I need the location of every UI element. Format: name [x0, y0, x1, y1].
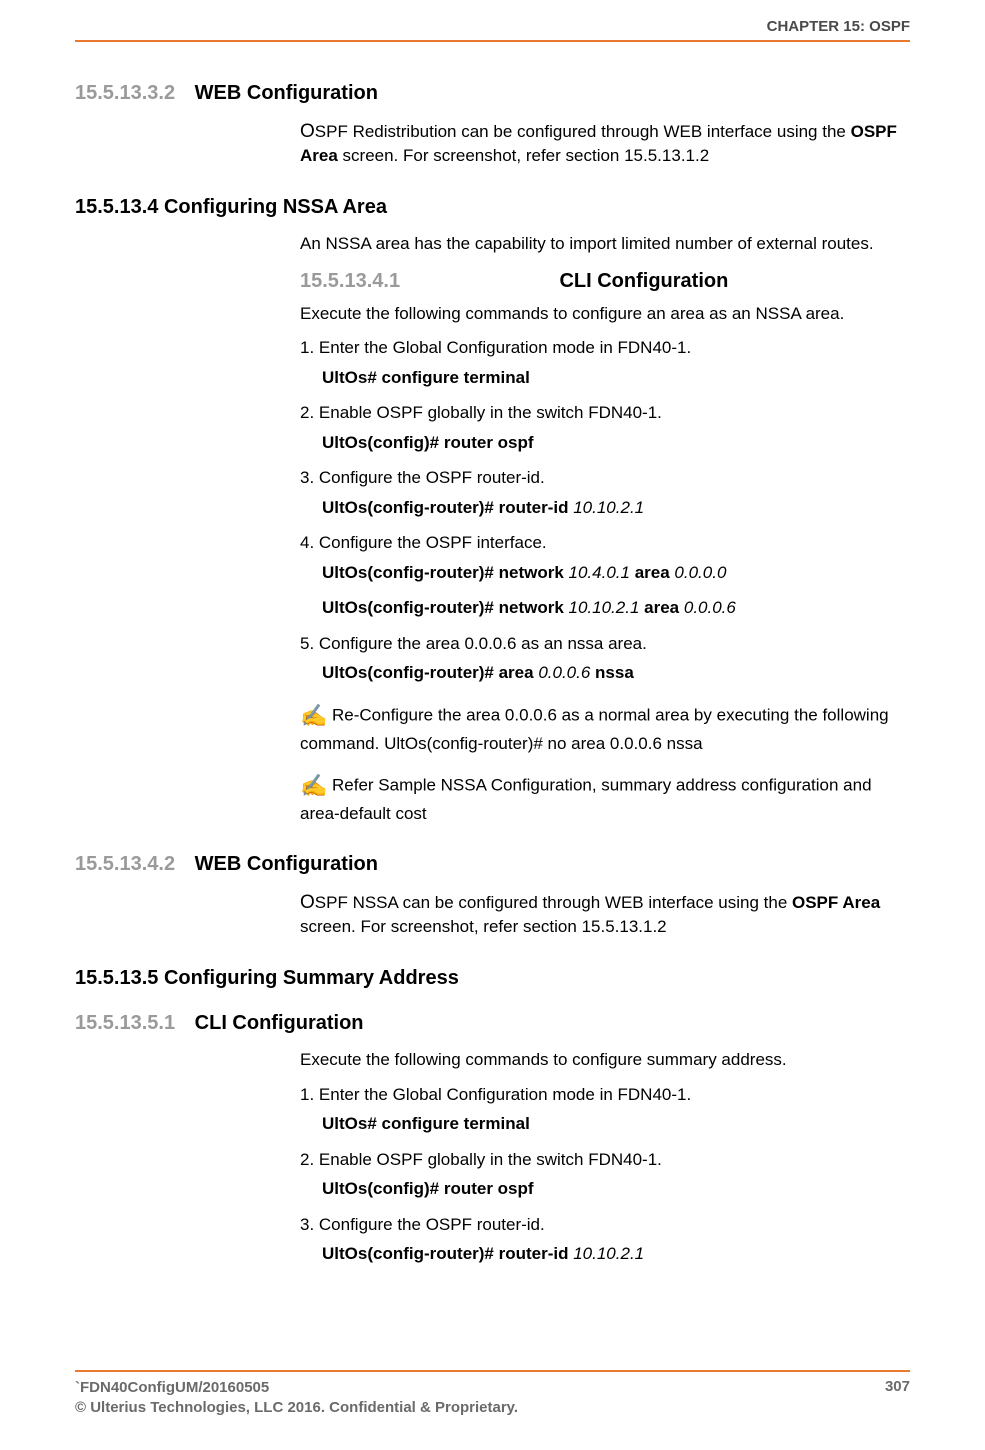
section-title: CLI Configuration	[559, 270, 728, 292]
command: UltOs(config-router)# area 0.0.0.6 nssa	[322, 660, 910, 686]
note: ✍Re-Configure the area 0.0.0.6 as a norm…	[300, 700, 910, 757]
section-number: 15.5.13.5.1	[75, 1012, 175, 1034]
step-text: 5. Configure the area 0.0.0.6 as an nssa…	[300, 631, 910, 657]
body-15-5-13-5-1: Execute the following commands to config…	[300, 1049, 910, 1267]
step-text: 1. Enter the Global Configuration mode i…	[300, 1082, 910, 1108]
paragraph: Execute the following commands to config…	[300, 303, 910, 326]
body-15-5-13-4-2: OSPF NSSA can be configured through WEB …	[300, 890, 910, 939]
heading-15-5-13-5: 15.5.13.5 Configuring Summary Address	[75, 967, 910, 990]
heading-15-5-13-4-1: 15.5.13.4.1 CLI Configuration	[300, 270, 910, 293]
section-number: 15.5.13.5	[75, 967, 158, 989]
section-title: WEB Configuration	[195, 853, 378, 875]
section-title: CLI Configuration	[195, 1012, 364, 1034]
heading-15-5-13-4: 15.5.13.4 Configuring NSSA Area	[75, 196, 910, 219]
text: SPF Redistribution can be configured thr…	[315, 122, 851, 141]
step-text: 3. Configure the OSPF router-id.	[300, 1212, 910, 1238]
command: UltOs(config-router)# router-id 10.10.2.…	[322, 495, 910, 521]
command: UltOs(config-router)# router-id 10.10.2.…	[322, 1241, 910, 1267]
notes-list: ✍Re-Configure the area 0.0.0.6 as a norm…	[300, 700, 910, 827]
section-title: Configuring Summary Address	[164, 967, 459, 989]
text: SPF NSSA can be configured through WEB i…	[315, 893, 792, 912]
note-text: Refer Sample NSSA Configuration, summary…	[300, 776, 872, 823]
paragraph: OSPF Redistribution can be configured th…	[300, 119, 910, 168]
page-footer: `FDN40ConfigUM/20160505 © Ulterius Techn…	[75, 1370, 910, 1419]
header-rule	[75, 40, 910, 42]
footer-row: `FDN40ConfigUM/20160505 © Ulterius Techn…	[75, 1378, 910, 1419]
note-icon: ✍	[300, 770, 332, 802]
section-title: Configuring NSSA Area	[164, 196, 387, 218]
body-15-5-13-4: An NSSA area has the capability to impor…	[300, 233, 910, 827]
lead-cap: O	[300, 121, 315, 142]
lead-cap: O	[300, 892, 315, 913]
paragraph: Execute the following commands to config…	[300, 1049, 910, 1072]
paragraph: An NSSA area has the capability to impor…	[300, 233, 910, 256]
page-header: CHAPTER 15: OSPF	[767, 18, 910, 35]
text-bold: OSPF Area	[792, 893, 880, 912]
footer-doc-id: `FDN40ConfigUM/20160505	[75, 1378, 518, 1398]
command: UltOs(config)# router ospf	[322, 1176, 910, 1202]
command: UltOs# configure terminal	[322, 1111, 910, 1137]
note: ✍Refer Sample NSSA Configuration, summar…	[300, 770, 910, 827]
step-text: 2. Enable OSPF globally in the switch FD…	[300, 1147, 910, 1173]
step-text: 4. Configure the OSPF interface.	[300, 530, 910, 556]
command: UltOs(config-router)# network 10.4.0.1 a…	[322, 560, 910, 586]
section-title: WEB Configuration	[195, 82, 378, 104]
heading-15-5-13-4-2: 15.5.13.4.2 WEB Configuration	[75, 853, 910, 876]
text: screen. For screenshot, refer section 15…	[338, 146, 709, 165]
footer-copyright: © Ulterius Technologies, LLC 2016. Confi…	[75, 1398, 518, 1418]
footer-left: `FDN40ConfigUM/20160505 © Ulterius Techn…	[75, 1378, 518, 1419]
heading-15-5-13-5-1: 15.5.13.5.1 CLI Configuration	[75, 1012, 910, 1035]
step-text: 3. Configure the OSPF router-id.	[300, 465, 910, 491]
paragraph: OSPF NSSA can be configured through WEB …	[300, 890, 910, 939]
heading-15-5-13-3-2: 15.5.13.3.2 WEB Configuration	[75, 82, 910, 105]
step-text: 2. Enable OSPF globally in the switch FD…	[300, 400, 910, 426]
note-icon: ✍	[300, 700, 332, 732]
footer-rule	[75, 1370, 910, 1372]
steps-list: 1. Enter the Global Configuration mode i…	[300, 335, 910, 686]
steps-list: 1. Enter the Global Configuration mode i…	[300, 1082, 910, 1267]
section-number: 15.5.13.4.2	[75, 853, 175, 875]
section-number: 15.5.13.3.2	[75, 82, 175, 104]
footer-page-number: 307	[885, 1378, 910, 1419]
section-number: 15.5.13.4.1	[300, 270, 555, 293]
command: UltOs(config)# router ospf	[322, 430, 910, 456]
content-area: 15.5.13.3.2 WEB Configuration OSPF Redis…	[75, 82, 910, 1277]
command: UltOs(config-router)# network 10.10.2.1 …	[322, 595, 910, 621]
page: CHAPTER 15: OSPF 15.5.13.3.2 WEB Configu…	[0, 0, 985, 1450]
command: UltOs# configure terminal	[322, 365, 910, 391]
text: screen. For screenshot, refer section 15…	[300, 917, 667, 936]
step-text: 1. Enter the Global Configuration mode i…	[300, 335, 910, 361]
section-number: 15.5.13.4	[75, 196, 158, 218]
body-15-5-13-3-2: OSPF Redistribution can be configured th…	[300, 119, 910, 168]
